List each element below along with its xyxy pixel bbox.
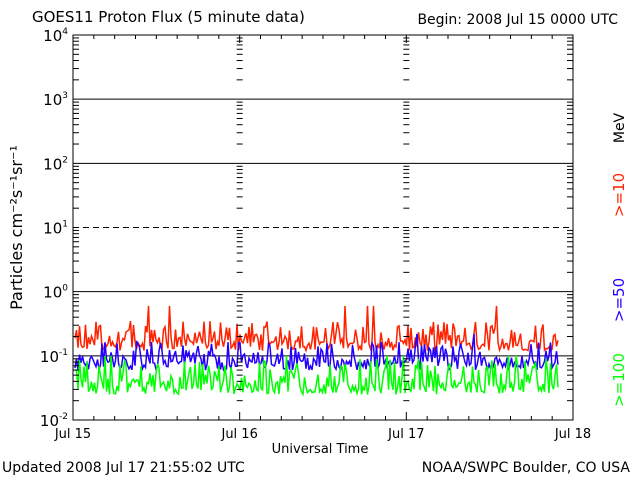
x-axis-label: Universal Time (271, 442, 369, 457)
series-line-2 (74, 355, 559, 397)
y-axis-label: Particles cm⁻²s⁻¹sr⁻¹ (7, 145, 26, 310)
x-tick-label: Jul 18 (554, 427, 591, 442)
legend-entry-1: >=50 (610, 278, 628, 322)
x-tick-label: Jul 16 (220, 427, 257, 442)
x-tick-label: Jul 15 (54, 427, 91, 442)
y-tick-label: 100 (43, 284, 68, 302)
legend-entry-2: >=100 (610, 353, 628, 407)
y-tick-label: 101 (43, 220, 68, 238)
y-tick-label: 102 (43, 155, 68, 173)
series-line-0 (74, 305, 559, 353)
data-series (74, 305, 559, 397)
begin-time-label: Begin: 2008 Jul 15 0000 UTC (417, 12, 618, 28)
axis-ticks: 10-2 10-1 100 101 102 103 104 Jul 15 Jul 16 Jul 1… (40, 27, 591, 442)
y-tick-label: 10-2 (40, 412, 68, 430)
y-tick-label: 103 (43, 91, 68, 109)
y-axis-label-group: Particles cm⁻²s⁻¹sr⁻¹ (7, 145, 26, 310)
y-tick-label: 10-1 (40, 348, 68, 366)
y-tick-label: 104 (43, 27, 68, 45)
legend: >=100 >=50 >=10 MeV (610, 112, 628, 406)
x-tick-label: Jul 17 (387, 427, 424, 442)
legend-unit: MeV (612, 112, 628, 143)
updated-timestamp: Updated 2008 Jul 17 21:55:02 UTC (2, 460, 245, 476)
legend-entry-0: >=10 (610, 173, 628, 217)
credit-label: NOAA/SWPC Boulder, CO USA (421, 460, 630, 476)
series-line-1 (74, 333, 559, 372)
chart-title: GOES11 Proton Flux (5 minute data) (32, 8, 305, 26)
